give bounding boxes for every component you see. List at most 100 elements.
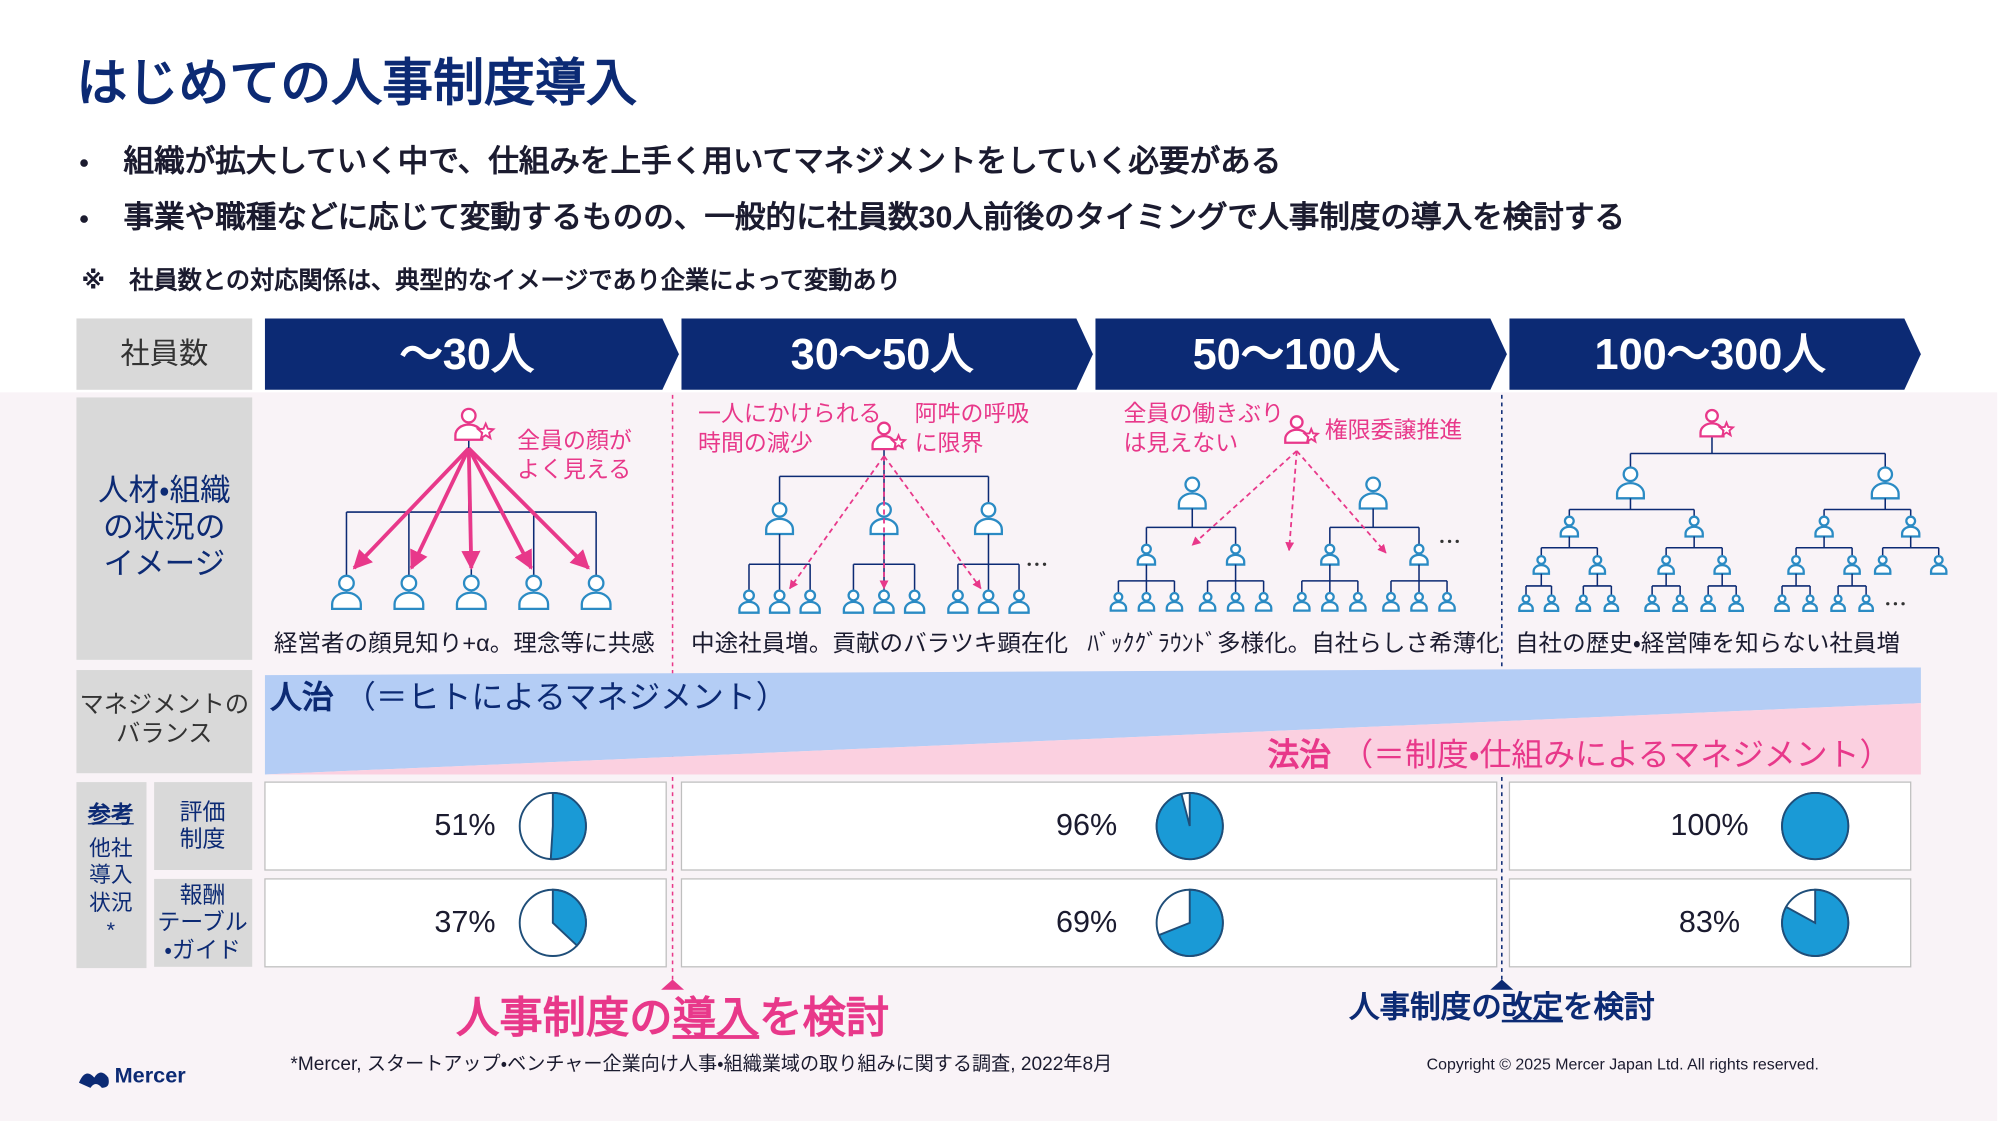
person-body <box>1575 602 1592 613</box>
person-body <box>1713 563 1731 575</box>
percent-label: 100% <box>1670 807 1749 843</box>
balance-text: 人治 <box>270 680 334 716</box>
person-head <box>1861 594 1871 604</box>
milestone-text: 改定 <box>1501 990 1563 1025</box>
person-head <box>338 574 355 592</box>
person-body <box>1254 600 1273 612</box>
person-body <box>1830 602 1846 613</box>
person-body <box>454 423 484 441</box>
person-head <box>847 589 860 602</box>
person-head <box>1141 591 1152 602</box>
person-body <box>1320 553 1340 566</box>
bullet-dot <box>80 215 88 223</box>
arrow <box>1285 450 1298 552</box>
person-head <box>951 589 964 602</box>
person-head <box>1324 543 1336 555</box>
person-body <box>903 600 926 614</box>
person-head <box>1563 515 1575 527</box>
stage-label: ～30人 <box>399 330 535 380</box>
balance-text: （＝ヒトによるマネジメント） <box>343 680 788 716</box>
person-head <box>1705 408 1719 423</box>
stage-label: 50～100人 <box>1192 330 1400 380</box>
person-body <box>947 600 969 614</box>
pie-slice <box>551 888 587 947</box>
milestone-text: 人事制度の <box>456 994 673 1043</box>
person-body <box>1321 600 1339 612</box>
person-head <box>773 589 786 602</box>
milestone: 人事制度の導入を検討 <box>456 993 889 1045</box>
person-head <box>1622 466 1639 483</box>
milestone-marker <box>1490 979 1514 990</box>
person-head <box>1352 591 1363 602</box>
person-body <box>1008 600 1030 614</box>
cell-box <box>680 781 1498 871</box>
person-head <box>804 589 817 602</box>
person-head <box>743 589 755 602</box>
percent-label: 37% <box>434 904 496 939</box>
person-body <box>1518 602 1534 613</box>
person-body <box>1774 602 1790 613</box>
row-label-box <box>76 397 253 660</box>
person-body <box>1358 492 1388 510</box>
person-head <box>1647 594 1657 604</box>
person-head <box>1230 543 1242 555</box>
person-body <box>1136 553 1157 566</box>
person-head <box>1606 594 1616 604</box>
person-body <box>1900 525 1921 538</box>
person-body <box>1226 600 1245 612</box>
person-head <box>1847 554 1858 565</box>
person-body <box>1559 525 1580 538</box>
annotation: 一人にかけられる 時間の減少 <box>698 400 882 457</box>
stage-chevron <box>1509 318 1921 390</box>
person-head <box>400 574 418 592</box>
arrow <box>461 448 481 571</box>
person-body <box>738 600 760 614</box>
percent-label: 69% <box>1055 904 1118 939</box>
percent-label: 83% <box>1678 904 1741 939</box>
arrow <box>352 447 471 570</box>
star <box>475 421 496 441</box>
person-head <box>1661 554 1672 565</box>
row-label: マネジメントの バランス <box>79 691 250 748</box>
person-head <box>1546 594 1557 604</box>
person-body <box>1787 563 1805 575</box>
person-body <box>455 591 487 611</box>
caption: 経営者の顔見知り+α。理念等に共感 <box>273 629 655 656</box>
person-head <box>1777 594 1787 604</box>
person-body <box>869 517 899 536</box>
ellipsis-dot <box>1447 539 1452 544</box>
logo-text: Mercer <box>114 1063 186 1088</box>
person-head <box>1703 594 1713 604</box>
pie-slice <box>549 791 587 861</box>
person-head <box>1688 515 1700 527</box>
person-body <box>1603 602 1620 613</box>
annotation: 全員の働きぶり は見えない <box>1123 400 1284 457</box>
stage-chevron <box>264 318 679 390</box>
person-head <box>1578 594 1588 604</box>
person-head <box>980 501 997 518</box>
pie-slice <box>1781 791 1850 861</box>
person-head <box>1365 476 1382 493</box>
arrow <box>1191 450 1298 546</box>
row-label-box <box>76 782 147 969</box>
person-head <box>1169 591 1180 602</box>
person-body <box>1870 482 1900 500</box>
bullet-dot <box>80 159 88 167</box>
person-head <box>462 574 480 592</box>
person-body <box>1644 602 1660 613</box>
person-head <box>1258 591 1269 602</box>
pie-slice <box>1157 888 1224 957</box>
milestone-text: を検討 <box>759 994 890 1043</box>
person-head <box>982 589 995 602</box>
person-head <box>1933 554 1944 565</box>
person-body <box>1137 600 1156 612</box>
annotation: 権限委譲推進 <box>1324 416 1463 443</box>
ellipsis-dot <box>1901 602 1905 606</box>
stage-label: 30～50人 <box>790 330 974 380</box>
milestone-text: を検討 <box>1562 990 1655 1025</box>
person-head <box>1717 554 1728 565</box>
person-head <box>1536 554 1547 565</box>
person-body <box>1929 563 1948 575</box>
arrow <box>1296 450 1387 554</box>
